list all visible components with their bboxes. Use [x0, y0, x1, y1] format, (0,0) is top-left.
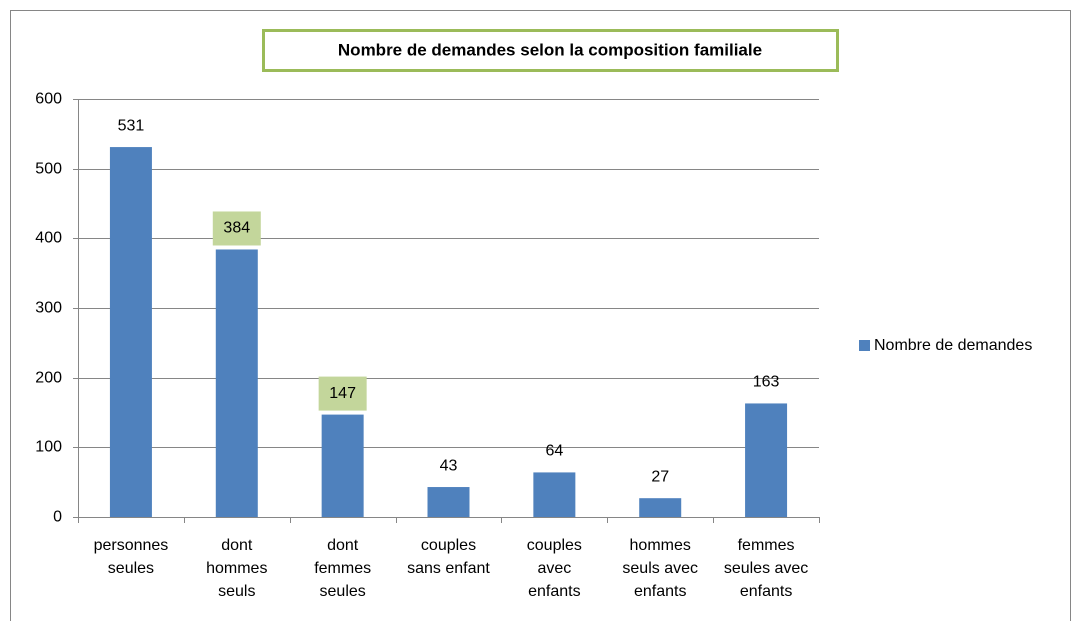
x-tick-label: dont hommes seuls [206, 537, 267, 600]
bar [745, 403, 788, 517]
x-tick-label: hommes seuls avec enfants [622, 537, 698, 600]
y-tick-label: 0 [53, 509, 62, 526]
y-tick-label: 100 [35, 439, 62, 456]
bar [639, 498, 682, 517]
y-tick-label: 500 [35, 161, 62, 178]
data-label: 147 [329, 385, 356, 402]
data-label: 43 [440, 457, 458, 474]
y-tick-label: 300 [35, 300, 62, 317]
data-label: 384 [223, 220, 250, 237]
y-tick-label: 200 [35, 370, 62, 387]
legend-label: Nombre de demandes [874, 337, 1032, 354]
x-tick-label: femmes seules avec enfants [724, 537, 809, 600]
x-tick-label: couples avec enfants [527, 537, 582, 600]
chart-border [10, 10, 1071, 621]
legend-swatch [859, 340, 870, 351]
x-tick-label: couples sans enfant [407, 537, 490, 577]
y-tick-label: 600 [35, 91, 62, 108]
x-tick-label: personnes seules [94, 537, 169, 577]
bar [215, 249, 258, 518]
bar [109, 147, 152, 517]
x-tick-label: dont femmes seules [314, 537, 371, 600]
bar [321, 414, 364, 517]
chart-title: Nombre de demandes selon la composition … [338, 40, 762, 59]
data-label: 163 [753, 374, 780, 391]
data-label: 531 [118, 117, 145, 134]
data-label: 64 [545, 443, 563, 460]
title-box [262, 29, 839, 72]
label-highlight [212, 211, 261, 246]
data-label: 27 [651, 468, 669, 485]
y-tick-label: 400 [35, 230, 62, 247]
bar [427, 487, 470, 517]
label-highlight [318, 376, 367, 411]
bar [533, 472, 576, 517]
